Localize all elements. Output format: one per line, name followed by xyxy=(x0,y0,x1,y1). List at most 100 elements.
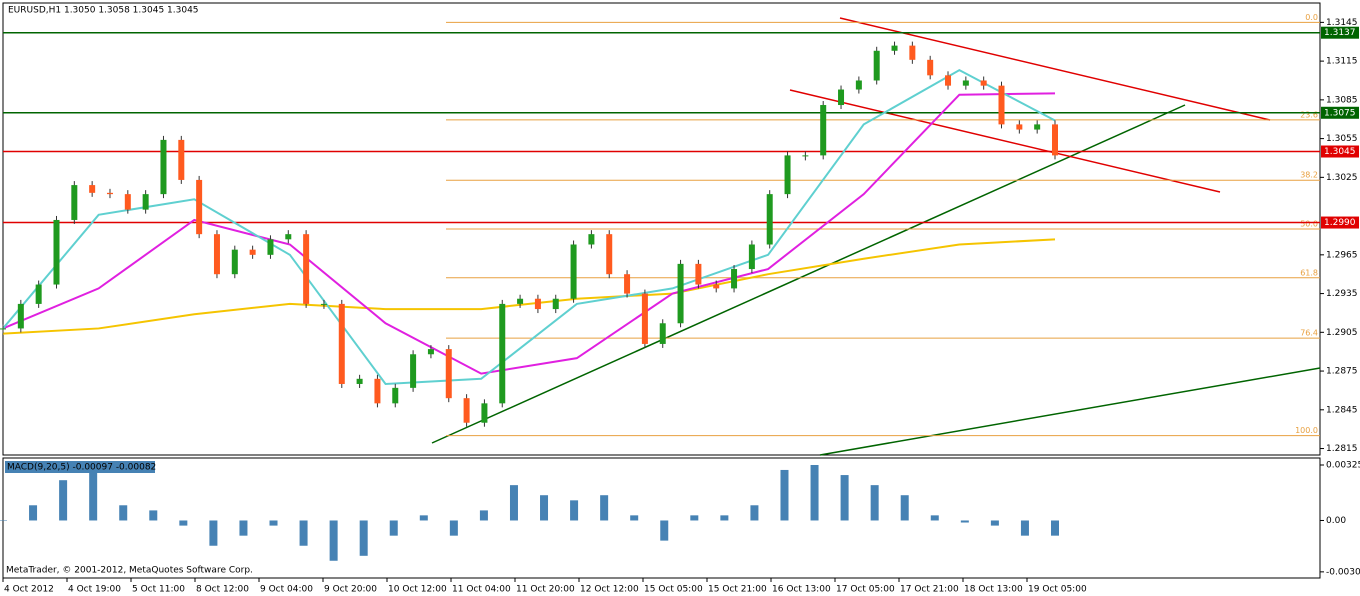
candle xyxy=(356,378,363,384)
candle xyxy=(196,179,203,235)
candle xyxy=(748,244,755,270)
candle xyxy=(1016,124,1023,130)
x-tick-label: 17 Oct 21:00 xyxy=(900,585,959,595)
candle xyxy=(873,50,880,81)
candle xyxy=(178,139,185,180)
candle xyxy=(820,105,827,156)
level-label: 1.3137 xyxy=(1324,28,1356,38)
macd-bar xyxy=(299,520,308,546)
x-tick-label: 10 Oct 12:00 xyxy=(388,585,447,595)
candle xyxy=(945,75,952,86)
candle xyxy=(106,192,113,195)
candle xyxy=(35,284,42,304)
candle xyxy=(392,387,399,404)
macd-bar xyxy=(449,520,458,536)
y-tick-label: 1.3115 xyxy=(1326,57,1358,67)
macd-bar xyxy=(29,505,38,521)
fib-label: 76.4 xyxy=(1300,329,1318,338)
macd-bar xyxy=(59,480,68,521)
header: EURUSD,H1 1.3050 1.3058 1.3045 1.3045 xyxy=(8,6,199,16)
macd-bar xyxy=(630,515,639,521)
candle xyxy=(338,303,345,384)
x-tick-label: 11 Oct 04:00 xyxy=(452,585,511,595)
candle xyxy=(303,234,310,304)
y-tick-label: 1.2815 xyxy=(1326,444,1358,454)
macd-bar xyxy=(900,495,909,521)
candle xyxy=(998,85,1005,125)
candle xyxy=(231,249,238,275)
candle xyxy=(927,59,934,76)
trend-line xyxy=(431,104,1186,444)
moving-average xyxy=(2,69,1056,385)
macd-bar xyxy=(239,520,248,536)
moving-average xyxy=(2,92,1056,375)
x-tick-label: 4 Oct 19:00 xyxy=(68,585,121,595)
x-tick-label: 17 Oct 05:00 xyxy=(836,585,895,595)
candle xyxy=(89,185,96,193)
level-label: 1.3045 xyxy=(1324,147,1356,157)
candle xyxy=(784,155,791,195)
candle xyxy=(731,269,738,289)
candle xyxy=(980,80,987,86)
x-tick-label: 12 Oct 12:00 xyxy=(580,585,639,595)
y-tick-label: 1.3025 xyxy=(1326,173,1358,183)
macd-bar xyxy=(509,485,518,521)
macd-bar xyxy=(540,495,549,521)
macd-bar xyxy=(149,510,158,521)
fib-label: 50.0 xyxy=(1300,220,1318,229)
candle xyxy=(267,239,274,255)
macd-bar xyxy=(329,520,338,561)
y-tick-label: 1.3085 xyxy=(1326,95,1358,105)
macd-bar xyxy=(780,469,789,521)
candle xyxy=(463,398,470,423)
fib-label: 23.6 xyxy=(1300,110,1318,119)
macd-bar xyxy=(179,520,188,526)
candle xyxy=(160,139,167,195)
candle xyxy=(534,298,541,310)
macd-bar xyxy=(1051,520,1059,536)
candle xyxy=(1034,124,1041,130)
level-tag xyxy=(1321,26,1359,39)
x-tick-label: 18 Oct 13:00 xyxy=(964,585,1023,595)
candle xyxy=(481,403,488,423)
level-tag xyxy=(1321,216,1359,229)
x-tick-label: 8 Oct 12:00 xyxy=(196,585,249,595)
candle xyxy=(552,298,559,310)
y-tick-label: 1.2845 xyxy=(1326,405,1358,415)
candle xyxy=(17,303,24,329)
x-tick-label: 15 Oct 05:00 xyxy=(644,585,703,595)
macd-bar xyxy=(359,520,368,556)
level-label: 1.2990 xyxy=(1324,218,1356,228)
macd-bar xyxy=(720,515,729,521)
candle xyxy=(285,234,292,240)
x-tick-label: 5 Oct 11:00 xyxy=(132,585,185,595)
y-tick-label: 1.2905 xyxy=(1326,328,1358,338)
candle xyxy=(427,349,434,355)
y-tick-label: 1.3145 xyxy=(1326,18,1358,28)
macd-bar xyxy=(600,495,609,521)
y-tick-label: 1.3055 xyxy=(1326,134,1358,144)
macd-bar xyxy=(389,520,398,536)
y-tick-label: 1.2965 xyxy=(1326,250,1358,260)
macd-label: MACD(9,20,5) -0.00097 -0.00082 xyxy=(7,463,156,473)
macd-bar xyxy=(269,520,278,526)
candle xyxy=(570,244,577,299)
y-tick-label: 1.2935 xyxy=(1326,289,1358,299)
candle xyxy=(766,194,773,245)
candle xyxy=(606,234,613,275)
candle xyxy=(909,45,916,60)
macd-bar xyxy=(930,515,939,521)
x-tick-label: 19 Oct 05:00 xyxy=(1028,585,1087,595)
macd-tick-label: 0.00 xyxy=(1326,516,1346,526)
candle xyxy=(677,263,684,324)
y-tick-label: 1.2875 xyxy=(1326,367,1358,377)
copyright: MetaTrader, © 2001-2012, MetaQuotes Soft… xyxy=(6,566,253,576)
candle xyxy=(124,194,131,210)
macd-bar xyxy=(810,464,819,521)
x-tick-label: 9 Oct 20:00 xyxy=(324,585,377,595)
channel-line xyxy=(839,17,1271,121)
candle xyxy=(855,80,862,90)
macd-bar xyxy=(0,520,7,521)
macd-tick-label: -0.00301 xyxy=(1326,567,1360,577)
